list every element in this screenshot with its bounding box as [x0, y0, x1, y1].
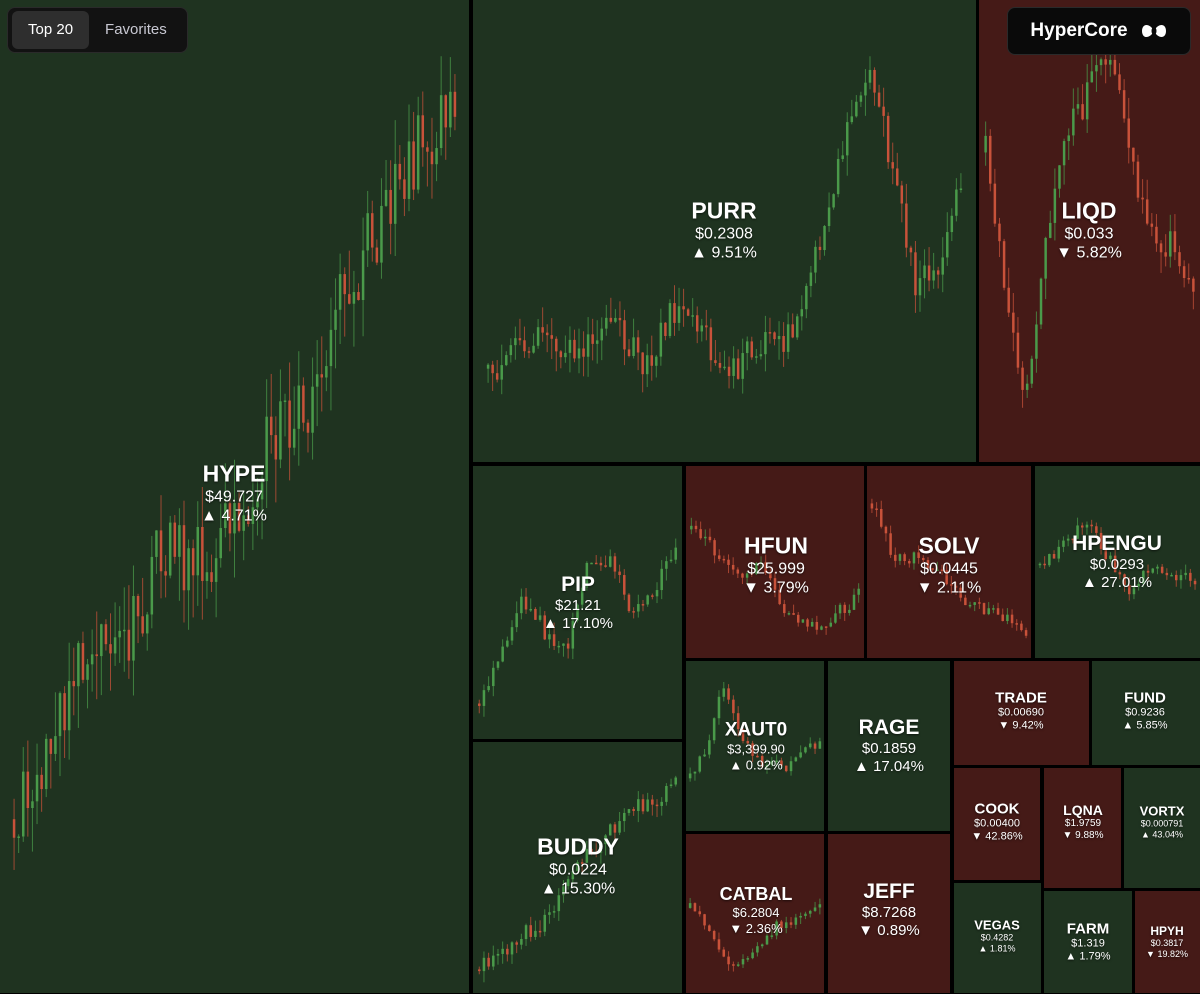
tile-vegas[interactable]: VEGAS $0.4282 ▲ 1.81%: [954, 883, 1041, 993]
tile-solv[interactable]: SOLV $0.0445 ▼ 2.11%: [867, 466, 1031, 658]
price-change: ▲ 1.81%: [978, 943, 1016, 954]
sparkline-chart: [688, 897, 822, 972]
tile-purr[interactable]: PURR $0.2308 ▲ 9.51%: [473, 0, 976, 462]
sparkline-chart: [486, 56, 963, 395]
price-change: ▲ 43.04%: [1141, 829, 1183, 840]
tile-farm[interactable]: FARM $1.319 ▲ 1.79%: [1044, 891, 1132, 993]
sparkline-chart: [688, 682, 822, 782]
token-symbol: TRADE: [995, 689, 1047, 707]
token-symbol: FARM: [1066, 920, 1110, 938]
tile-vortx[interactable]: VORTX $0.000791 ▲ 43.04%: [1124, 768, 1200, 888]
token-symbol: JEFF: [863, 880, 915, 903]
token-price: $1.319: [1071, 937, 1105, 950]
tile-catbal[interactable]: CATBAL $6.2804 ▼ 2.36%: [686, 834, 824, 993]
price-change: ▼ 42.86%: [971, 830, 1023, 843]
price-change: ▲ 1.79%: [1065, 950, 1111, 963]
token-symbol: HPYH: [1150, 924, 1184, 939]
sparkline-chart: [478, 538, 677, 717]
tile-cook[interactable]: COOK $0.00400 ▼ 42.86%: [954, 768, 1040, 880]
token-symbol: FUND: [1124, 689, 1166, 707]
tile-info: LQNA $1.9759 ▼ 9.88%: [1062, 802, 1103, 842]
tile-liqd[interactable]: LIQD $0.033 ▼ 5.82%: [979, 0, 1200, 462]
tile-buddy[interactable]: BUDDY $0.0224 ▲ 15.30%: [473, 742, 682, 993]
tile-info: HPYH $0.3817 ▼ 19.82%: [1146, 924, 1188, 960]
price-change: ▼ 19.82%: [1146, 949, 1188, 959]
token-price: $0.1859: [861, 740, 917, 757]
token-price: $8.7268: [861, 904, 917, 921]
tile-hpyh[interactable]: HPYH $0.3817 ▼ 19.82%: [1135, 891, 1200, 993]
price-change: ▲ 5.85%: [1122, 719, 1168, 732]
sparkline-chart: [12, 56, 457, 870]
token-price: $0.4282: [980, 932, 1014, 943]
price-change: ▲ 17.04%: [854, 758, 924, 775]
token-price: $0.00400: [974, 817, 1020, 830]
tile-trade[interactable]: TRADE $0.00690 ▼ 9.42%: [954, 661, 1089, 765]
sparkline-chart: [984, 39, 1195, 408]
tile-rage[interactable]: RAGE $0.1859 ▲ 17.04%: [828, 661, 950, 831]
token-symbol: VORTX: [1139, 803, 1185, 819]
tab-top-20[interactable]: Top 20: [12, 11, 90, 49]
tile-fund[interactable]: FUND $0.9236 ▲ 5.85%: [1092, 661, 1200, 765]
token-symbol: COOK: [974, 800, 1020, 818]
token-price: $0.9236: [1125, 706, 1165, 719]
tile-xaut0[interactable]: XAUT0 $3,399.90 ▲ 0.92%: [686, 661, 824, 831]
hypercore-logo-icon: [1141, 25, 1166, 37]
token-price: $0.000791: [1140, 818, 1184, 829]
tile-pip[interactable]: PIP $21.21 ▲ 17.10%: [473, 466, 682, 739]
tile-hfun[interactable]: HFUN $25.999 ▼ 3.79%: [686, 466, 864, 658]
token-price: $1.9759: [1064, 818, 1102, 829]
sparkline-chart: [690, 517, 860, 635]
token-symbol: VEGAS: [974, 917, 1020, 933]
token-price: $0.3817: [1150, 938, 1184, 949]
sparkline-chart: [870, 498, 1028, 639]
tile-lqna[interactable]: LQNA $1.9759 ▼ 9.88%: [1044, 768, 1121, 888]
tile-jeff[interactable]: JEFF $8.7268 ▼ 0.89%: [828, 834, 950, 993]
tile-info: VORTX $0.000791 ▲ 43.04%: [1140, 804, 1185, 841]
tile-info: VEGAS $0.4282 ▲ 1.81%: [974, 918, 1020, 955]
price-change: ▼ 0.89%: [858, 922, 920, 939]
price-change: ▼ 9.88%: [1062, 830, 1104, 841]
tile-info: RAGE $0.1859 ▲ 17.04%: [854, 716, 924, 776]
tile-info: TRADE $0.00690 ▼ 9.42%: [995, 689, 1047, 732]
token-symbol: RAGE: [858, 716, 920, 739]
price-change: ▼ 9.42%: [998, 719, 1044, 732]
sparkline-chart: [478, 775, 677, 983]
list-toggle: Top 20 Favorites: [7, 7, 188, 53]
brand-name: HyperCore: [1030, 20, 1128, 41]
tile-hype[interactable]: HYPE $49.727 ▲ 4.71%: [0, 0, 469, 993]
sparkline-chart: [1038, 517, 1197, 601]
tile-info: FUND $0.9236 ▲ 5.85%: [1122, 689, 1167, 732]
tile-info: JEFF $8.7268 ▼ 0.89%: [858, 880, 920, 940]
tile-info: FARM $1.319 ▲ 1.79%: [1065, 920, 1110, 963]
token-price: $0.00690: [998, 706, 1044, 719]
tab-favorites[interactable]: Favorites: [105, 21, 167, 38]
tile-hpengu[interactable]: HPENGU $0.0293 ▲ 27.01%: [1035, 466, 1200, 658]
token-symbol: LQNA: [1063, 802, 1103, 818]
brand-badge[interactable]: HyperCore: [1007, 7, 1191, 55]
tile-info: COOK $0.00400 ▼ 42.86%: [971, 800, 1022, 843]
